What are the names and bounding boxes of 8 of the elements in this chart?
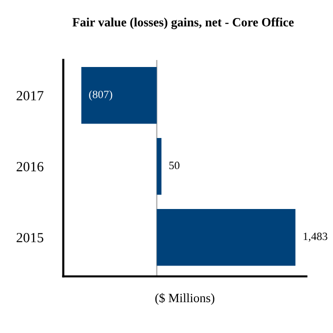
data-label: 1,483 xyxy=(304,232,328,242)
data-label: (807) xyxy=(89,90,112,100)
y-tick-label: 2016 xyxy=(16,162,44,172)
chart-title: Fair value (losses) gains, net - Core Office xyxy=(72,18,294,30)
data-label: 50 xyxy=(169,162,180,170)
x-axis-title: ($ Millions) xyxy=(155,293,214,305)
y-tick-label: 2017 xyxy=(16,91,44,100)
y-tick-label: 2015 xyxy=(16,232,44,242)
